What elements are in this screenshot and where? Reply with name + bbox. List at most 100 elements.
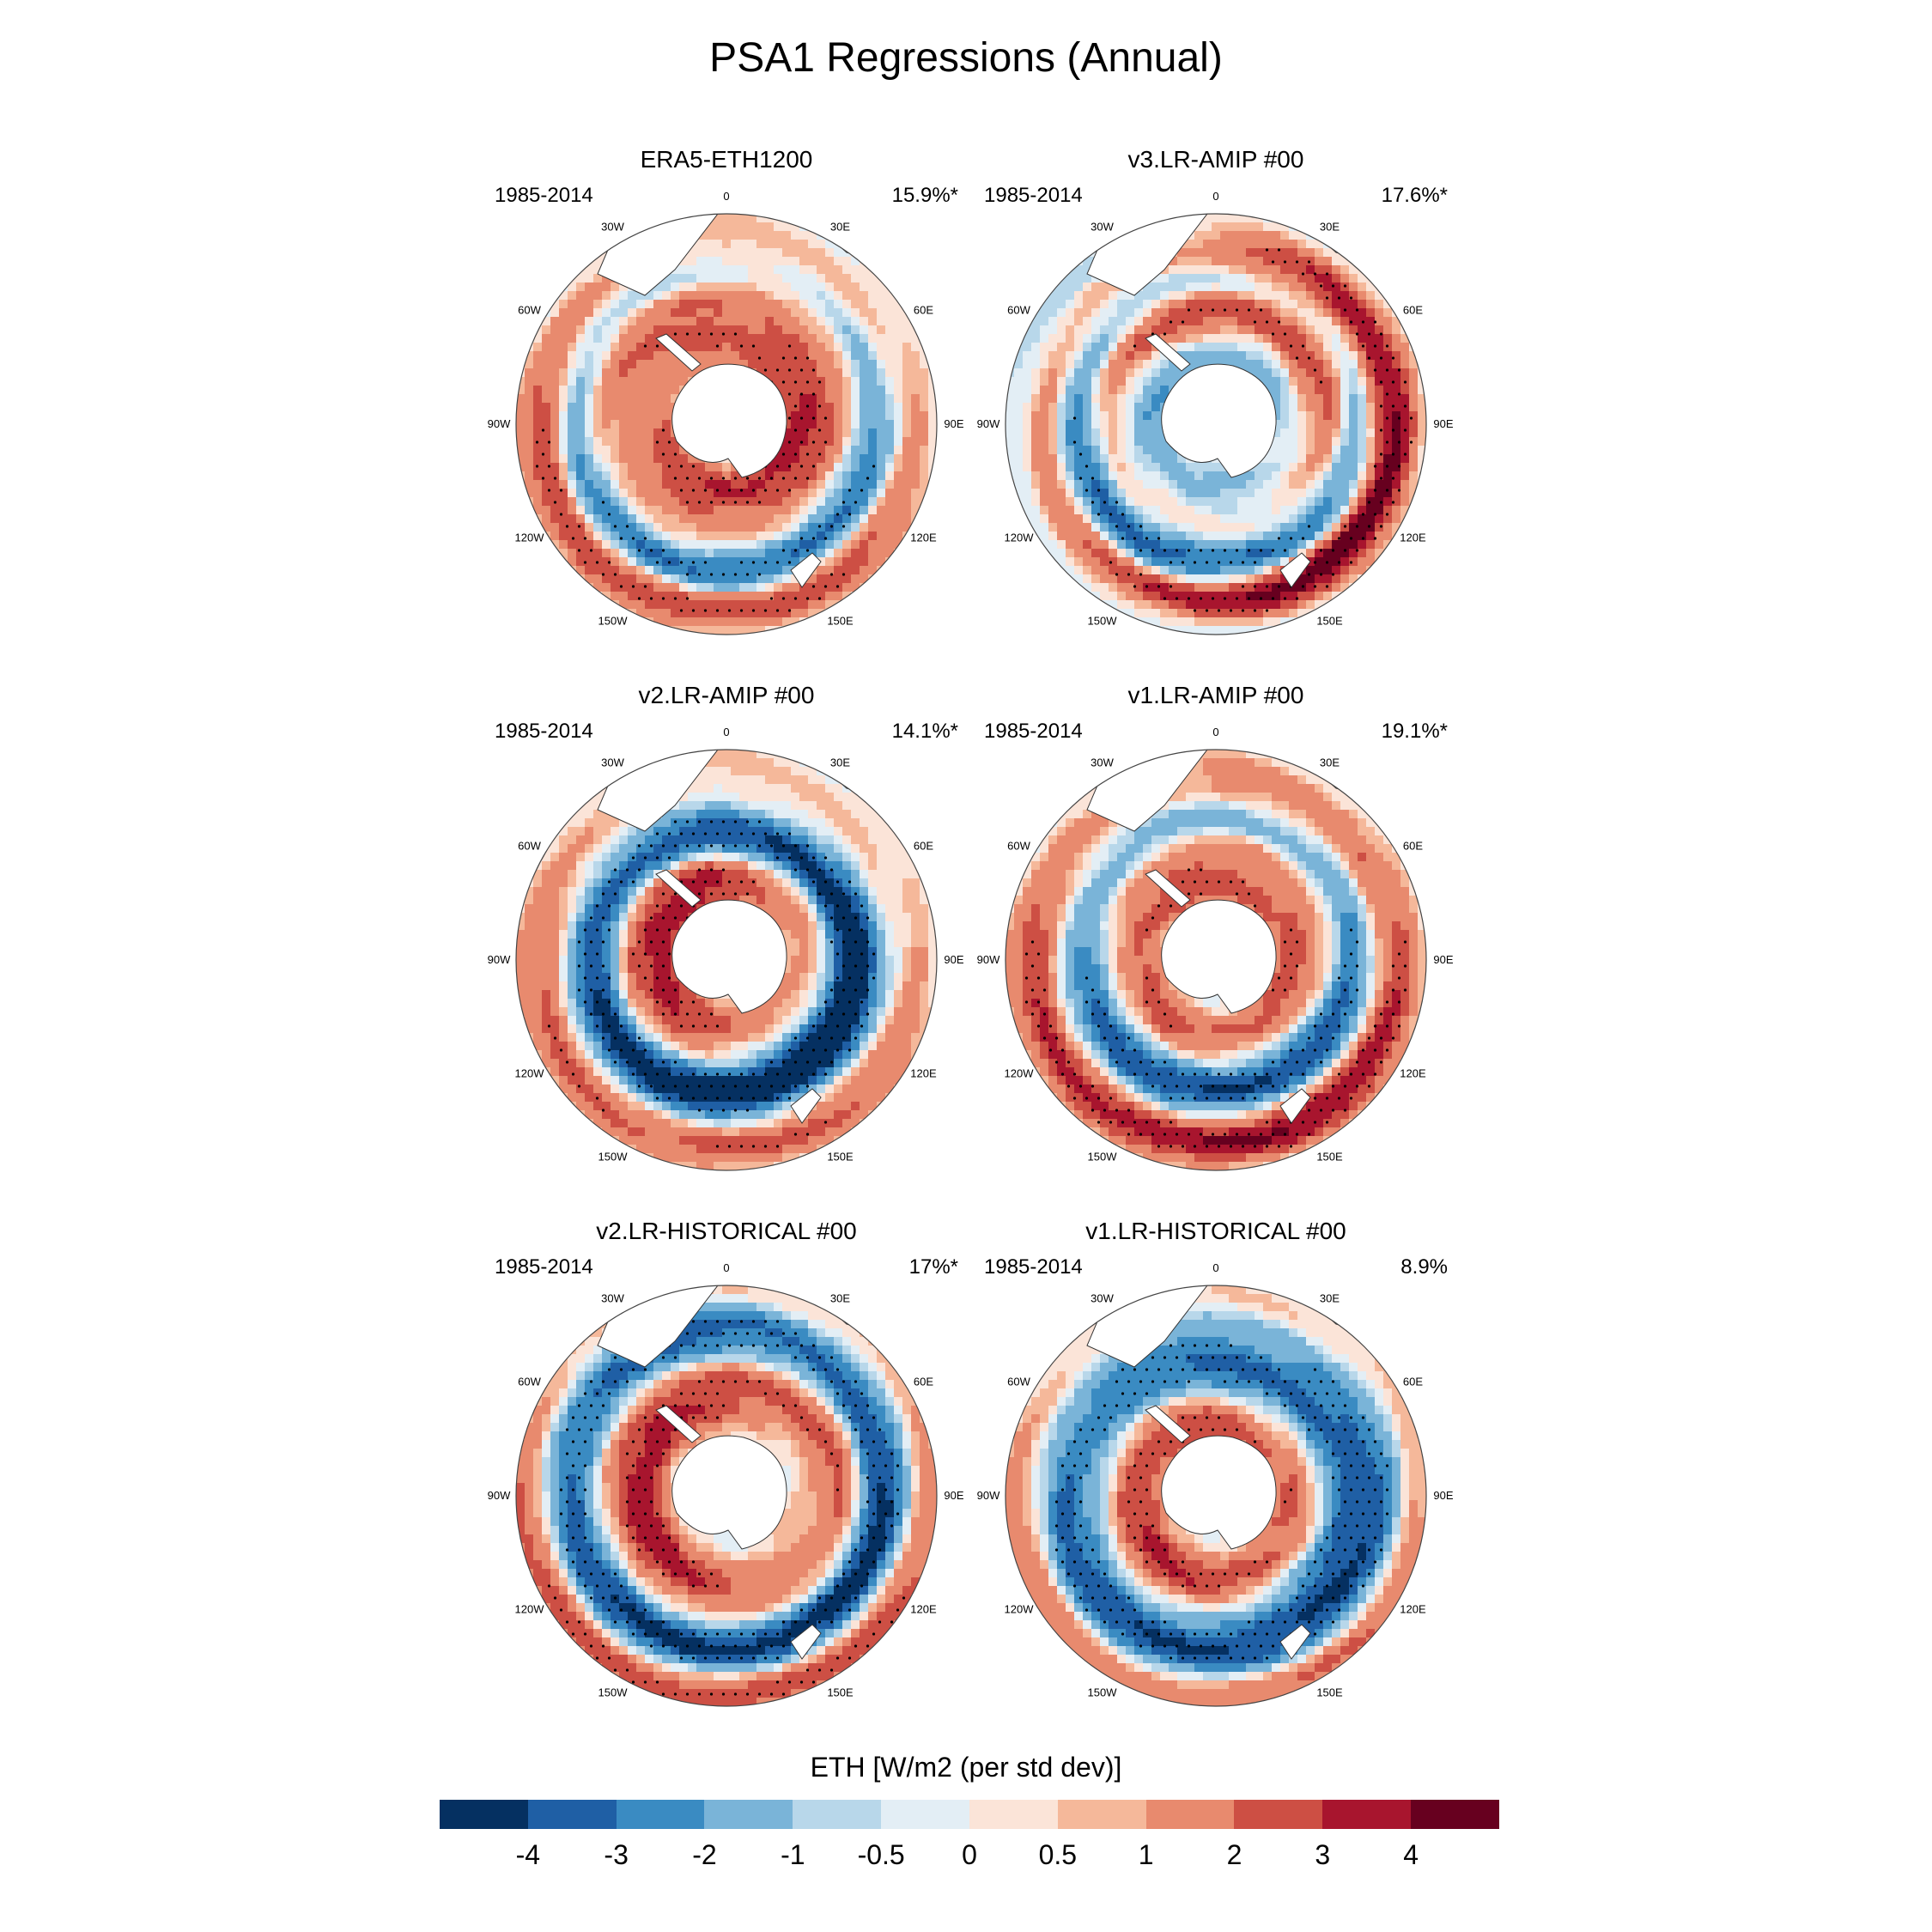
regression-field bbox=[1005, 1285, 1426, 1706]
longitude-label: 60W bbox=[518, 304, 541, 317]
longitude-label: 30E bbox=[830, 756, 850, 769]
longitude-label: 120E bbox=[910, 1603, 937, 1616]
longitude-label: 30W bbox=[1091, 221, 1114, 234]
colorbar-tick-label: 0 bbox=[962, 1839, 977, 1870]
colorbar-tick-label: 1 bbox=[1138, 1839, 1154, 1870]
antarctica-landmass bbox=[671, 899, 787, 1014]
longitude-label: 90E bbox=[944, 1489, 963, 1502]
longitude-label: 150E bbox=[1316, 614, 1343, 627]
longitude-label: 0 bbox=[1212, 726, 1218, 738]
longitude-label: 60W bbox=[518, 840, 541, 853]
map-panel: v1.LR-AMIP #00 1985-2014 19.1%* 0 30E 60E 90E 1… bbox=[924, 682, 1508, 1197]
longitude-label: 60E bbox=[914, 304, 933, 317]
longitude-label: 90W bbox=[488, 417, 511, 430]
longitude-label: 180 bbox=[717, 645, 736, 647]
colorbar-title: ETH [W/m2 (per std dev)] bbox=[810, 1752, 1122, 1783]
panel-variance-percent: 14.1%* bbox=[891, 720, 958, 743]
longitude-label: 60E bbox=[914, 1376, 933, 1388]
colorbar bbox=[440, 1800, 1499, 1829]
colorbar-tick-label: -1 bbox=[781, 1839, 805, 1870]
longitude-label: 150W bbox=[1088, 1150, 1118, 1163]
longitude-label: 150W bbox=[598, 1686, 629, 1698]
colorbar-tick-label: -0.5 bbox=[857, 1839, 905, 1870]
longitude-label: 0 bbox=[723, 190, 729, 203]
longitude-label: 120E bbox=[910, 532, 937, 544]
colorbar-tick-label: -4 bbox=[515, 1839, 541, 1870]
polar-map: 0 30E 60E 90E 120E 150E 180 150W 120W 90W 60W 30W bbox=[977, 1261, 1454, 1719]
longitude-label: 150E bbox=[827, 614, 854, 627]
colorbar-tick-label: 0.5 bbox=[1038, 1839, 1078, 1870]
longitude-label: 60W bbox=[1007, 840, 1030, 853]
map-panel: v3.LR-AMIP #00 1985-2014 17.6%* 0 30E 60E 90E 1… bbox=[924, 146, 1508, 661]
panel-years: 1985-2014 bbox=[495, 184, 593, 207]
colorbar-swatch bbox=[1145, 1800, 1235, 1829]
longitude-label: 180 bbox=[1206, 1716, 1225, 1719]
polar-map: 0 30E 60E 90E 120E 150E 180 150W 120W 90W 60W 30W bbox=[488, 726, 964, 1183]
polar-map: 0 30E 60E 90E 120E 150E 180 150W 120W 90W 60W 30W bbox=[488, 190, 964, 647]
longitude-label: 180 bbox=[1206, 1181, 1225, 1183]
longitude-label: 150E bbox=[827, 1686, 854, 1698]
longitude-label: 30W bbox=[1091, 1292, 1114, 1305]
panel-variance-percent: 17%* bbox=[908, 1255, 958, 1279]
longitude-label: 150W bbox=[598, 614, 629, 627]
map-panel: v2.LR-AMIP #00 1985-2014 14.1%* 0 30E 60E 90E 1… bbox=[434, 682, 1018, 1197]
longitude-label: 150E bbox=[1316, 1150, 1343, 1163]
polar-map: 0 30E 60E 90E 120E 150E 180 150W 120W 90W 60W 30W bbox=[977, 726, 1454, 1183]
colorbar-swatch bbox=[440, 1800, 528, 1829]
panel-title: v2.LR-AMIP #00 bbox=[638, 682, 815, 708]
panel-variance-percent: 19.1%* bbox=[1381, 720, 1448, 743]
longitude-label: 180 bbox=[717, 1716, 736, 1719]
longitude-label: 60W bbox=[1007, 1376, 1030, 1388]
panel-title: ERA5-ETH1200 bbox=[640, 146, 813, 173]
colorbar-tick-label: 2 bbox=[1226, 1839, 1242, 1870]
longitude-label: 30E bbox=[1320, 1292, 1340, 1305]
colorbar-swatch bbox=[527, 1800, 617, 1829]
longitude-label: 150W bbox=[1088, 1686, 1118, 1698]
panel-title: v1.LR-AMIP #00 bbox=[1127, 682, 1304, 708]
longitude-label: 90E bbox=[1433, 417, 1453, 430]
regression-field bbox=[1005, 214, 1426, 635]
longitude-label: 120W bbox=[1005, 1067, 1035, 1080]
panel-years: 1985-2014 bbox=[495, 720, 593, 743]
antarctica-landmass bbox=[1161, 899, 1277, 1014]
longitude-label: 120E bbox=[1400, 1603, 1426, 1616]
polar-map: 0 30E 60E 90E 120E 150E 180 150W 120W 90W 60W 30W bbox=[488, 1261, 964, 1719]
panel-variance-percent: 8.9% bbox=[1400, 1255, 1448, 1279]
longitude-label: 60E bbox=[1403, 304, 1423, 317]
longitude-label: 60W bbox=[1007, 304, 1030, 317]
longitude-label: 30E bbox=[1320, 221, 1340, 234]
longitude-label: 120W bbox=[515, 1067, 545, 1080]
map-panel: v1.LR-HISTORICAL #00 1985-2014 8.9% 0 30E 60E… bbox=[924, 1218, 1508, 1733]
colorbar-swatch bbox=[969, 1800, 1058, 1829]
antarctica-landmass bbox=[1161, 1435, 1277, 1550]
longitude-label: 120W bbox=[515, 1603, 545, 1616]
figure-title: PSA1 Regressions (Annual) bbox=[709, 35, 1223, 81]
longitude-label: 90W bbox=[977, 1489, 1000, 1502]
colorbar-swatch bbox=[1322, 1800, 1412, 1829]
longitude-label: 90E bbox=[1433, 1489, 1453, 1502]
longitude-label: 90W bbox=[977, 417, 1000, 430]
colorbar-tick-label: -2 bbox=[692, 1839, 717, 1870]
longitude-label: 90W bbox=[488, 953, 511, 966]
panel-variance-percent: 17.6%* bbox=[1381, 184, 1448, 207]
panel-years: 1985-2014 bbox=[984, 720, 1083, 743]
longitude-label: 60E bbox=[1403, 1376, 1423, 1388]
longitude-label: 30W bbox=[601, 1292, 624, 1305]
panel-title: v2.LR-HISTORICAL #00 bbox=[596, 1218, 857, 1244]
panel-years: 1985-2014 bbox=[495, 1255, 593, 1279]
longitude-label: 120W bbox=[1005, 1603, 1035, 1616]
regression-field bbox=[1005, 750, 1426, 1170]
longitude-label: 120W bbox=[1005, 532, 1035, 544]
regression-field bbox=[516, 750, 937, 1170]
longitude-label: 60E bbox=[1403, 840, 1423, 853]
regression-field bbox=[516, 214, 937, 635]
colorbar-ticks: -4 -3 -2 -1 -0.5 0 0.5 1 2 3 4 bbox=[440, 1839, 1499, 1874]
colorbar-tick-label: -3 bbox=[604, 1839, 629, 1870]
longitude-label: 90W bbox=[977, 953, 1000, 966]
map-panel: ERA5-ETH1200 1985-2014 15.9%* 0 30E 60E 90E 120… bbox=[434, 146, 1018, 661]
longitude-label: 120E bbox=[1400, 1067, 1426, 1080]
longitude-label: 90E bbox=[944, 417, 963, 430]
longitude-label: 90W bbox=[488, 1489, 511, 1502]
polar-map: 0 30E 60E 90E 120E 150E 180 150W 120W 90W 60W 30W bbox=[977, 190, 1454, 647]
longitude-label: 180 bbox=[717, 1181, 736, 1183]
